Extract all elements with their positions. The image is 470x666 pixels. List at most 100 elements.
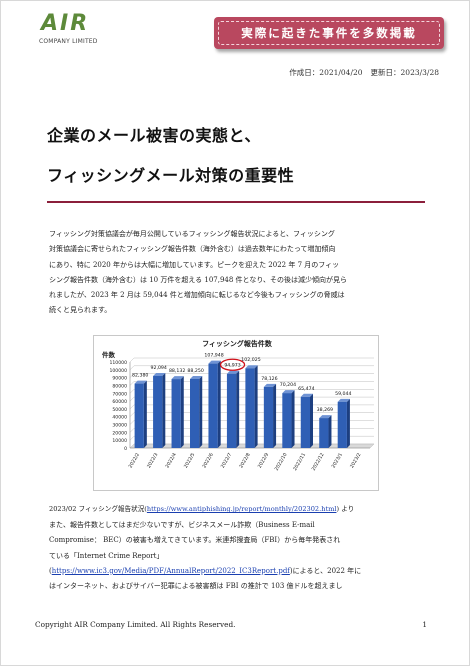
logo-subtitle: COMPANY LIMITED bbox=[39, 38, 98, 45]
data-label: 92,094 bbox=[150, 365, 166, 371]
bar bbox=[226, 373, 237, 448]
phishing-report-chart: フィッシング報告件数 件数 0 10000 20000 30000 40000 50000 60… bbox=[93, 335, 379, 491]
y-tick-label: 40000 bbox=[112, 415, 127, 421]
bar-top bbox=[300, 393, 313, 397]
logo-wordmark: AIR bbox=[41, 11, 90, 36]
chart-gridline-depth bbox=[129, 365, 135, 370]
data-label: 65,474 bbox=[298, 386, 314, 392]
data-label: 82,380 bbox=[132, 373, 148, 379]
chart-gridline-depth bbox=[129, 373, 135, 378]
data-label: 78,126 bbox=[261, 376, 277, 382]
bar bbox=[208, 363, 218, 448]
chart-gridline-depth bbox=[129, 396, 135, 402]
copyright: Copyright AIR Company Limited. All Right… bbox=[35, 620, 236, 629]
chart-gridline-depth bbox=[129, 404, 135, 410]
y-tick-label: 70000 bbox=[112, 391, 127, 397]
document-dates: 作成日：2021/04/20 更新日：2023/3/28 bbox=[289, 67, 439, 78]
bar-side bbox=[291, 390, 295, 448]
bar-side bbox=[162, 372, 166, 448]
bar-top bbox=[153, 372, 166, 376]
chart-gridline-depth bbox=[129, 436, 135, 441]
intro-line: 対策協議会に寄せられたフィッシング報告件数（海外含む）は過去数年にわたって増加傾… bbox=[49, 245, 336, 254]
x-tick-label: 2022/11 bbox=[292, 452, 307, 472]
x-tick-label: 2022/9 bbox=[257, 452, 270, 469]
x-tick-label: 2022/6 bbox=[201, 452, 214, 469]
y-tick-label: 20000 bbox=[112, 430, 127, 436]
created-date: 作成日：2021/04/20 bbox=[289, 68, 363, 77]
y-tick-label: 80000 bbox=[112, 383, 127, 389]
bar bbox=[263, 386, 274, 448]
banner-text: 実際に起きた事件を多数掲載 bbox=[241, 26, 417, 40]
bar bbox=[319, 418, 329, 448]
data-label: 94,973 bbox=[224, 363, 240, 369]
y-tick-label: 0 bbox=[124, 446, 127, 452]
bar-top bbox=[134, 380, 147, 384]
updated-date: 更新日：2023/3/28 bbox=[370, 68, 439, 77]
chart-gridline-depth bbox=[129, 389, 135, 394]
data-label: 102,025 bbox=[241, 357, 260, 363]
chart-gridline-depth bbox=[129, 381, 135, 386]
intro-line: フィッシング対策協議会が毎月公開しているフィッシング報告状況によると、フィッシン… bbox=[49, 230, 335, 238]
chart-title: フィッシング報告件数 bbox=[202, 339, 273, 348]
bar-side bbox=[273, 383, 277, 448]
chart-ylabel: 件数 bbox=[102, 350, 116, 359]
data-label: 70,204 bbox=[280, 382, 296, 388]
highlight-circle bbox=[219, 358, 246, 371]
data-label: 59,044 bbox=[335, 391, 351, 397]
data-label: 38,269 bbox=[317, 407, 333, 413]
bar-top bbox=[263, 383, 277, 387]
bar-top bbox=[319, 415, 332, 419]
bar bbox=[282, 393, 292, 448]
y-tick-label: 30000 bbox=[112, 423, 127, 429]
bar-side bbox=[254, 365, 258, 448]
x-tick-label: 2022/2 bbox=[128, 452, 141, 469]
x-tick-label: 2022/7 bbox=[220, 452, 233, 469]
chart-gridline-depth bbox=[129, 420, 135, 425]
x-tick-label: 2022/8 bbox=[238, 452, 251, 469]
chart-gridline-depth bbox=[129, 357, 135, 363]
bar bbox=[300, 396, 310, 448]
bar-side bbox=[236, 370, 240, 448]
x-tick-label: 2022/3 bbox=[146, 452, 159, 469]
bar-top bbox=[282, 390, 295, 394]
company-logo: AIR COMPANY LIMITED bbox=[39, 11, 109, 51]
data-label: 88,132 bbox=[169, 368, 185, 374]
y-tick-label: 100000 bbox=[109, 368, 127, 374]
y-tick-label: 50000 bbox=[112, 407, 127, 413]
chart-gridline-depth bbox=[129, 412, 135, 417]
page-title-line-2: フィッシングメール対策の重要性 bbox=[47, 166, 295, 185]
bar-top bbox=[245, 365, 258, 369]
bar-side bbox=[180, 376, 184, 448]
data-label: 107,948 bbox=[204, 353, 223, 359]
bar bbox=[337, 401, 347, 448]
title-divider bbox=[47, 201, 425, 203]
intro-line: 続くと見られます。 bbox=[49, 306, 112, 315]
bar bbox=[134, 383, 144, 448]
bar bbox=[245, 368, 255, 448]
intro-line: にあり、特に 2020 年からは大幅に増加しています。ピークを迎えた 2022 … bbox=[49, 260, 340, 269]
bar-top bbox=[226, 370, 240, 374]
bar-top bbox=[190, 376, 203, 380]
x-tick-label: 2023/1 bbox=[331, 452, 344, 469]
x-tick-label: 2022/4 bbox=[164, 452, 177, 469]
intro-line: シング報告件数（海外含む）は 10 万件を超える 107,948 件となり、その… bbox=[49, 275, 348, 284]
bar-top bbox=[171, 376, 184, 380]
bar bbox=[190, 379, 200, 448]
chart-gridline-depth bbox=[129, 443, 135, 449]
bar-top bbox=[208, 360, 221, 364]
source-link[interactable]: https://www.antiphishing.jp/report/month… bbox=[146, 505, 337, 513]
feature-banner: 実際に起きた事件を多数掲載 bbox=[214, 17, 444, 49]
chart-gridline-depth bbox=[129, 428, 135, 433]
data-label: 88,250 bbox=[187, 368, 203, 374]
page-number: 1 bbox=[422, 620, 427, 629]
y-tick-label: 60000 bbox=[112, 399, 127, 405]
x-tick-label: 2022/5 bbox=[183, 452, 196, 469]
chart-source: 2023/02 フィッシング報告状況(https://www.antiphish… bbox=[49, 505, 355, 513]
bec-paragraph: また、報告件数としてはまだ少ないですが、ビジネスメール詐欺（Business E… bbox=[49, 521, 362, 591]
intro-line: れましたが、2023 年 2 月は 59,044 件と増加傾向に転じるなど今後も… bbox=[49, 291, 345, 300]
ic3-report-link[interactable]: https://www.ic3.gov/Media/PDF/AnnualRepo… bbox=[51, 566, 290, 575]
x-tick-label: 2022/10 bbox=[274, 452, 289, 472]
page-title-line-1: 企業のメール被害の実態と、 bbox=[47, 126, 261, 145]
